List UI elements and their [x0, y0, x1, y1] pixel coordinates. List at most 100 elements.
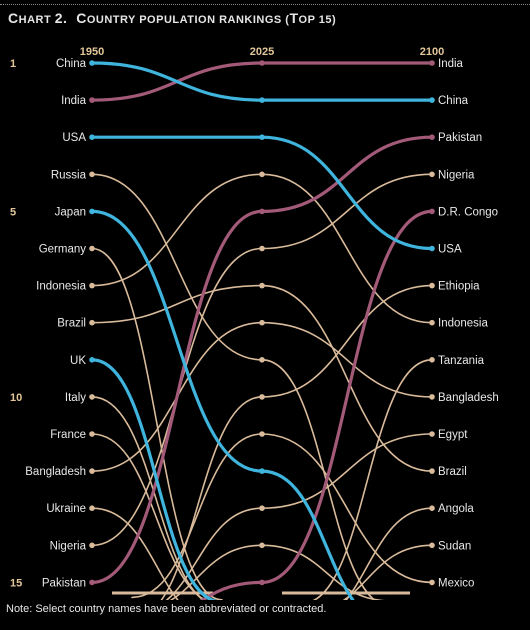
- label-1950-russia: Russia: [51, 169, 87, 181]
- top-dotted-rule: [0, 4, 530, 5]
- seg-2025-2100-line-bangladesh: [261, 321, 433, 398]
- title-part-3: OP 15): [298, 14, 337, 26]
- seg-1950-2025-line-france: [91, 433, 208, 600]
- seg-2025-2100-line-pakistan: [260, 135, 434, 213]
- seg-1950-2025-line-pakistan: [90, 209, 264, 584]
- label-2100-ethiopia: Ethiopia: [438, 281, 480, 293]
- period-header-1950: 1950: [80, 46, 104, 58]
- seg-1950-2025-line-d-r-congo: [199, 580, 264, 600]
- seg-2025-2100-line-indonesia: [261, 173, 433, 324]
- p1950-point-rank-14: [89, 542, 95, 549]
- label-2100-bangladesh: Bangladesh: [438, 392, 499, 404]
- p2100-point-rank-13: [429, 505, 435, 512]
- seg-1950-2025-line-germany: [91, 247, 223, 600]
- p2100-point-rank-5: [429, 208, 435, 215]
- p2025-point-rank-3: [259, 134, 265, 140]
- p2100-point-rank-11: [429, 431, 435, 437]
- seg-2025-2100-line-philippines: [261, 544, 389, 600]
- seg-2025-2100-line-brazil: [261, 284, 433, 472]
- p2025-point-rank-13: [259, 505, 265, 512]
- p1950-point-rank-2: [89, 97, 95, 103]
- p2025-point-rank-8: [259, 319, 265, 326]
- p1950-point-rank-5: [89, 208, 95, 215]
- p2025-point-rank-1: [259, 60, 265, 66]
- seg-1950-2025-line-uk: [90, 358, 219, 600]
- label-1950-usa: USA: [62, 132, 86, 144]
- seg-1950-2025-line-mexico: [131, 433, 263, 599]
- label-1950-brazil: Brazil: [57, 318, 86, 330]
- seg-2025-2100-line-sudan: [342, 544, 433, 600]
- p1950-point-rank-3: [89, 134, 95, 140]
- label-2100-brazil: Brazil: [438, 466, 467, 478]
- rank-marker-1: 1: [10, 58, 16, 70]
- label-1950-france: France: [50, 429, 86, 441]
- period-header-2100: 2100: [420, 46, 444, 58]
- p2100-point-rank-12: [429, 468, 435, 474]
- p2025-point-rank-9: [259, 357, 265, 363]
- seg-2025-2100-line-mexico: [261, 433, 433, 584]
- p2025-point-rank-4: [259, 171, 265, 178]
- seg-1950-2025-line-egypt: [165, 507, 263, 600]
- seg-1950-2025-line-philippines: [169, 544, 263, 600]
- seg-1950-2025-line-brazil: [91, 284, 263, 324]
- p1950-point-rank-8: [89, 319, 95, 326]
- label-2100-pakistan: Pakistan: [438, 132, 482, 144]
- p1950-point-rank-12: [89, 468, 95, 474]
- p1950-point-rank-11: [89, 431, 95, 437]
- rank-marker-15: 15: [10, 577, 22, 589]
- p2100-point-rank-14: [429, 542, 435, 549]
- title-number: 2.: [54, 10, 68, 26]
- p1950-point-rank-10: [89, 394, 95, 400]
- label-1950-indonesia: Indonesia: [36, 281, 86, 293]
- label-2100-nigeria: Nigeria: [438, 169, 475, 181]
- title-cap-c2: C: [76, 10, 87, 26]
- p2100-point-rank-2: [429, 97, 435, 103]
- seg-2025-2100-line-usa: [260, 135, 434, 251]
- bump-chart: 1950 2025 2100151015ChinaIndiaUSARussiaJap…: [10, 46, 499, 600]
- label-1950-germany: Germany: [39, 244, 87, 256]
- chart-title: CHART 2. COUNTRY POPULATION RANKINGS (TO…: [8, 10, 336, 26]
- p2100-point-rank-4: [429, 171, 435, 178]
- chart-note: Note: Select country names have been abb…: [6, 603, 327, 615]
- seg-2025-2100-line-japan: [260, 469, 355, 600]
- p2100-point-rank-3: [429, 134, 435, 140]
- label-2100-egypt: Egypt: [438, 429, 468, 441]
- seg-2025-2100-line-ethiopia: [261, 284, 433, 398]
- period-header-2025: 2025: [250, 46, 274, 58]
- label-1950-china: China: [56, 58, 87, 70]
- p2100-point-rank-10: [429, 394, 435, 400]
- seg-2025-2100-line-tanzania: [312, 359, 433, 600]
- seg-2025-2100-line-d-r-congo: [260, 209, 434, 584]
- label-1950-nigeria: Nigeria: [50, 540, 87, 552]
- p2100-point-rank-9: [429, 357, 435, 363]
- p1950-point-rank-13: [89, 505, 95, 512]
- seg-1950-2025-line-indonesia: [91, 173, 263, 287]
- title-cap-t: T: [289, 10, 299, 26]
- p1950-point-rank-6: [89, 245, 95, 252]
- seg-1950-2025-line-ethiopia: [160, 396, 263, 600]
- label-2100-tanzania: Tanzania: [438, 355, 485, 367]
- p1950-point-rank-9: [89, 357, 95, 363]
- p1950-point-rank-1: [89, 60, 95, 66]
- p1950-point-rank-4: [89, 171, 95, 178]
- label-1950-bangladesh: Bangladesh: [25, 466, 86, 478]
- p2025-point-rank-15: [259, 579, 265, 586]
- p1950-point-rank-15: [89, 579, 95, 586]
- p2025-point-rank-14: [259, 542, 265, 549]
- label-1950-pakistan: Pakistan: [42, 577, 86, 589]
- title-cap-c: C: [8, 10, 19, 26]
- label-1950-india: India: [61, 95, 87, 107]
- label-2100-d-r-congo: D.R. Congo: [438, 206, 498, 218]
- label-2100-india: India: [438, 58, 464, 70]
- p2025-point-rank-6: [259, 245, 265, 252]
- p2025-point-rank-11: [259, 431, 265, 437]
- p2025-point-rank-12: [259, 468, 265, 474]
- seg-1950-2025-line-ukraine: [91, 507, 179, 600]
- seg-2025-2100-line-nigeria: [261, 173, 433, 250]
- seg-1950-2025-line-russia: [91, 173, 263, 361]
- seg-2025-2100-line-angola: [345, 507, 433, 600]
- label-1950-ukraine: Ukraine: [46, 503, 86, 515]
- label-2100-indonesia: Indonesia: [438, 318, 488, 330]
- p2025-point-rank-10: [259, 394, 265, 400]
- seg-2025-2100-line-egypt: [261, 433, 433, 509]
